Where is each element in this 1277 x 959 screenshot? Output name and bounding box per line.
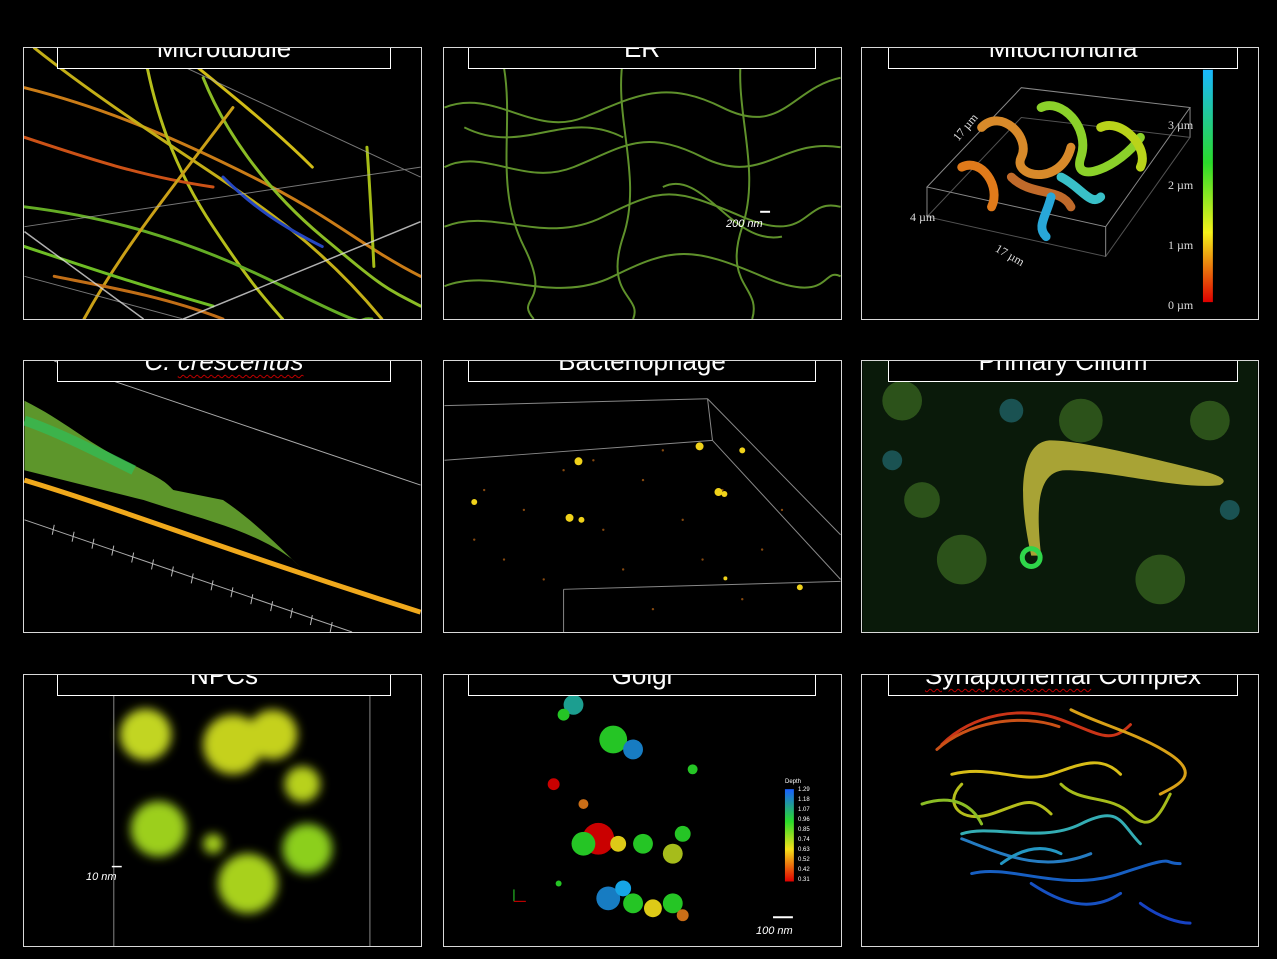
panel-primary-cilium: Primary Cilium: [861, 360, 1259, 633]
panel-title-primary-cilium: Primary Cilium: [888, 361, 1238, 382]
mito-colorbar-tick-2: 2 µm: [1168, 178, 1194, 192]
panel-title-c-crescentus: C. crescentus: [57, 360, 391, 382]
panel-title-golgi: Golgi: [468, 675, 816, 696]
npcs-image: [111, 675, 371, 946]
panel-npcs: 10 nm NPCs: [23, 674, 422, 947]
er-scale-bar-label: 200 nm: [726, 218, 763, 230]
golgi-scale-bar-label: 100 nm: [756, 925, 793, 937]
panel-bacteriophage: Bacteriophage: [443, 360, 842, 633]
mito-colorbar-tick-1: 1 µm: [1168, 238, 1194, 252]
golgi-colorbar-tick-1: 1.18: [798, 797, 810, 803]
golgi-colorbar-tick-4: 0.85: [798, 827, 810, 833]
panel-title-synaptonemal-complex: Synaptonemal Complex: [888, 674, 1238, 696]
primary-cilium-image: [862, 361, 1258, 632]
mito-colorbar-tick-3: 3 µm: [1168, 118, 1194, 132]
panel-golgi: Depth 1.29 1.18 1.07 0.96 0.85 0.74 0.63…: [443, 674, 842, 947]
golgi-colorbar-tick-5: 0.74: [798, 837, 810, 843]
panel-synaptonemal-complex: Synaptonemal Complex: [861, 674, 1259, 947]
panel-c-crescentus: C. crescentus: [23, 360, 422, 633]
golgi-colorbar-tick-2: 1.07: [798, 807, 810, 813]
golgi-colorbar-tick-9: 0.31: [798, 877, 810, 883]
panel-er: 200 nm ER: [443, 47, 842, 320]
synaptonemal-complex-image: [920, 708, 1192, 925]
golgi-colorbar-tick-3: 0.96: [798, 817, 810, 823]
npcs-scale-bar-label: 10 nm: [86, 871, 117, 883]
panel-title-npcs: NPCs: [57, 675, 391, 696]
er-image: [444, 48, 841, 319]
mito-dim-depth: 4 µm: [910, 210, 936, 224]
panel-title-er: ER: [468, 48, 816, 69]
panel-title-bacteriophage: Bacteriophage: [468, 361, 816, 382]
golgi-colorbar-title: Depth: [785, 779, 802, 785]
golgi-image: [513, 694, 794, 922]
golgi-colorbar-tick-8: 0.42: [798, 867, 810, 873]
c-crescentus-title-text: C. crescentus: [144, 360, 304, 376]
microtubule-image: [24, 48, 421, 319]
synaptonemal-title-text: Synaptonemal Complex: [924, 674, 1202, 690]
bacteriophage-image: [444, 398, 841, 632]
panel-mitochondria: 3 µm 2 µm 1 µm 0 µm 4 µm 17 µm 17 µm Mit…: [861, 47, 1259, 320]
mitochondria-image: [926, 69, 1213, 303]
golgi-colorbar-tick-7: 0.52: [798, 857, 810, 863]
golgi-colorbar-tick-0: 1.29: [798, 787, 810, 793]
panel-microtubule: Microtubule: [23, 47, 422, 320]
golgi-colorbar-tick-6: 0.63: [798, 847, 810, 853]
c-crescentus-image: [24, 361, 421, 632]
mito-colorbar-tick-0: 0 µm: [1168, 298, 1194, 312]
panel-title-microtubule: Microtubule: [57, 48, 391, 69]
panel-title-mitochondria: Mitochondria: [888, 48, 1238, 69]
